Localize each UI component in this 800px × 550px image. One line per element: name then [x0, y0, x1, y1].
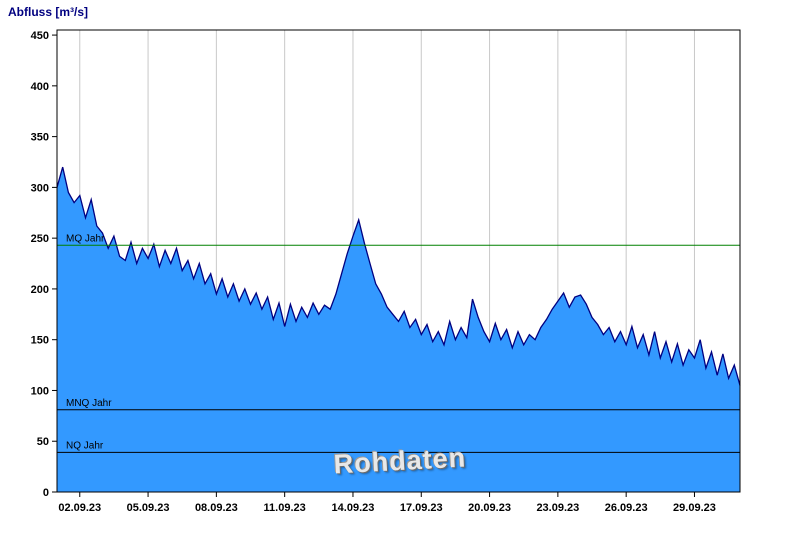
- discharge-area: [57, 167, 740, 492]
- reference-lines: MQ Jahr MNQ Jahr NQ Jahr: [57, 233, 740, 453]
- y-axis-title: Abfluss [m³/s]: [8, 5, 89, 19]
- y-tick-label: 150: [31, 335, 49, 347]
- plot-border: [56, 29, 741, 493]
- x-tick-label: 11.09.23: [264, 502, 306, 514]
- x-axis-labels: 02.09.23 05.09.23 08.09.23 11.09.23 14.09.23…: [58, 492, 716, 514]
- y-tick-label: 50: [37, 436, 49, 448]
- x-tick-label: 05.09.23: [127, 502, 170, 514]
- x-tick-label: 23.09.23: [536, 502, 579, 514]
- y-tick-label: 350: [31, 132, 49, 144]
- reference-line-label: NQ Jahr: [66, 440, 104, 451]
- y-tick-label: 250: [31, 233, 49, 245]
- x-tick-label: 08.09.23: [195, 502, 238, 514]
- x-tick-label: 02.09.23: [58, 502, 101, 514]
- discharge-line: [56, 166, 741, 386]
- x-tick-label: 26.09.23: [605, 502, 648, 514]
- x-tick-label: 14.09.23: [332, 502, 375, 514]
- y-tick-label: 200: [31, 284, 49, 296]
- reference-line-label: MNQ Jahr: [66, 398, 112, 409]
- x-tick-label: 20.09.23: [468, 502, 511, 514]
- y-axis-labels: 0 50 100 150 200 250 300 350 400 450: [31, 30, 57, 499]
- y-tick-label: 0: [43, 487, 49, 499]
- y-tick-label: 300: [31, 182, 49, 194]
- y-tick-label: 400: [31, 81, 49, 93]
- x-tick-label: 29.09.23: [673, 502, 716, 514]
- y-tick-label: 450: [31, 30, 49, 42]
- y-tick-label: 100: [31, 385, 49, 397]
- reference-line-label: MQ Jahr: [66, 233, 105, 244]
- x-tick-label: 17.09.23: [400, 502, 443, 514]
